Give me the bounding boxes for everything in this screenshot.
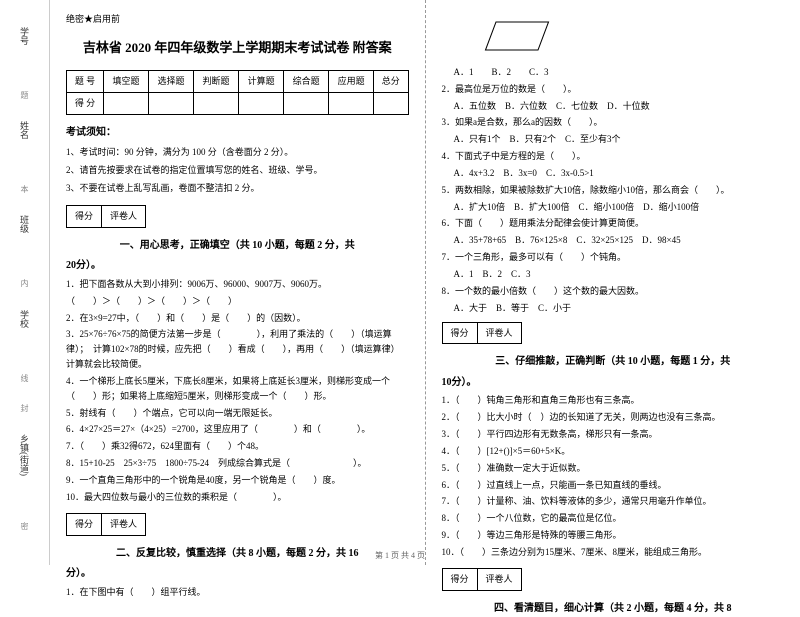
binding-label-banji: 班级 (18, 215, 31, 265)
notice-item: 2、请首先按要求在试卷的指定位置填写您的姓名、班级、学号。 (66, 163, 409, 178)
th: 题 号 (67, 71, 104, 93)
opts: A．只有1个 B．只有2个 C．至少有3个 (454, 132, 785, 147)
scorer-box: 得分 评卷人 (66, 513, 146, 536)
th: 应用题 (329, 71, 374, 93)
scorer-name: 评卷人 (478, 323, 521, 344)
scorer-score: 得分 (443, 323, 478, 344)
q: 8．15+10-25 25×3÷75 1800÷75-24 列成综合算式是（ ）… (66, 456, 409, 471)
td (239, 93, 284, 115)
th: 填空题 (104, 71, 149, 93)
binding-marker: 封 (19, 404, 30, 420)
opts: A．扩大10倍 B．扩大100倍 C．缩小100倍 D．缩小100倍 (454, 200, 785, 215)
page-footer: 第 1 页 共 4 页 (0, 550, 800, 561)
scorer-score: 得分 (67, 206, 102, 227)
td (149, 93, 194, 115)
section-1-title: 一、用心思考，正确填空（共 10 小题，每题 2 分，共 (66, 238, 409, 255)
opts: A．大于 B．等于 C．小于 (454, 301, 785, 316)
q: 4．下面式子中是方程的是（ ）。 (442, 149, 785, 164)
q: 7．（ ）计量称、油、饮料等液体的多少，通常只用毫升作单位。 (442, 494, 785, 509)
q: 1．在下图中有（ ）组平行线。 (66, 585, 409, 600)
q: 1．（ ）钝角三角形和直角三角形也有三条高。 (442, 393, 785, 408)
binding-marker: 线 (19, 374, 30, 390)
section-3-title: 三、仔细推敲，正确判断（共 10 小题，每题 1 分，共 (442, 354, 785, 371)
td (104, 93, 149, 115)
binding-label-xiangzhen: 乡镇(街道) (18, 434, 31, 508)
binding-label-xuexiao: 学校 (18, 310, 31, 360)
section-1-cont: 20分）。 (66, 258, 409, 275)
q: 6．（ ）过直线上一点，只能画一条已知直线的垂线。 (442, 478, 785, 493)
opts: A．1 B．2 C．3 (454, 267, 785, 282)
opts: A．35+78+65 B．76×125×8 C．32×25×125 D．98×4… (454, 233, 785, 248)
exam-page: 学号 题 姓名 本 班级 内 学校 线 封 乡镇(街道) 密 绝密★启用前 吉林… (0, 0, 800, 565)
q: （ ）＞（ ）＞（ ）＞（ ） (66, 294, 409, 309)
binding-marker: 本 (19, 185, 30, 201)
q: 7．一个三角形，最多可以有（ ）个钝角。 (442, 250, 785, 265)
binding-marker: 题 (19, 91, 30, 107)
q: 9．一个直角三角形中的一个锐角是40度，另一个锐角是（ ）度。 (66, 473, 409, 488)
q: 2．最高位是万位的数是（ ）。 (442, 82, 785, 97)
q: 9．（ ）等边三角形是特殊的等腰三角形。 (442, 528, 785, 543)
q: 4．一个梯形上底长5厘米，下底长8厘米，如果将上底延长3厘米，则梯形变成一个（ … (66, 374, 409, 404)
th: 计算题 (239, 71, 284, 93)
section-2-cont: 分）。 (66, 566, 409, 583)
q: 3．（ ）平行四边形有无数条高，梯形只有一条高。 (442, 427, 785, 442)
th: 综合题 (284, 71, 329, 93)
td (329, 93, 374, 115)
q: 6．下面（ ）题用乘法分配律会使计算更简便。 (442, 216, 785, 231)
q: 4．（ ）[12+()]×5＝60+5×K。 (442, 444, 785, 459)
binding-label-xuehao: 学号 (18, 27, 31, 77)
content-area: 绝密★启用前 吉林省 2020 年四年级数学上学期期末考试试卷 附答案 题 号 … (50, 0, 800, 565)
binding-label-xingming: 姓名 (18, 121, 31, 171)
q: 5．（ ）准确数一定大于近似数。 (442, 461, 785, 476)
scorer-name: 评卷人 (478, 569, 521, 590)
td (284, 93, 329, 115)
scorer-box: 得分 评卷人 (442, 568, 522, 591)
scorer-score: 得分 (67, 514, 102, 535)
q: 5．两数相除，如果被除数扩大10倍，除数缩小10倍，那么商会（ ）。 (442, 183, 785, 198)
q: 1．把下面各数从大到小排列：9006万、96000、9007万、9060万。 (66, 277, 409, 292)
right-column: A．1 B．2 C．3 2．最高位是万位的数是（ ）。 A．五位数 B．六位数 … (426, 0, 800, 565)
parallelogram-figure (482, 16, 552, 56)
notice-title: 考试须知： (66, 125, 409, 142)
notice-item: 1、考试时间：90 分钟，满分为 100 分（含卷面分 2 分）。 (66, 145, 409, 160)
th: 选择题 (149, 71, 194, 93)
q: 2．在3×9=27中，（ ）和（ ）是（ ）的（因数）。 (66, 311, 409, 326)
section-4-title: 四、看清题目，细心计算（共 2 小题，每题 4 分，共 8 (442, 601, 785, 617)
left-column: 绝密★启用前 吉林省 2020 年四年级数学上学期期末考试试卷 附答案 题 号 … (50, 0, 426, 565)
scorer-score: 得分 (443, 569, 478, 590)
scorer-box: 得分 评卷人 (442, 322, 522, 345)
exam-title: 吉林省 2020 年四年级数学上学期期末考试试卷 附答案 (66, 37, 409, 58)
td (374, 93, 408, 115)
section-3-cont: 10分）。 (442, 375, 785, 392)
binding-column: 学号 题 姓名 本 班级 内 学校 线 封 乡镇(街道) 密 (0, 0, 50, 565)
opts: A．1 B．2 C．3 (454, 65, 785, 80)
q: 6．4×27×25＝27×（4×25）=2700，这里应用了（ ）和（ ）。 (66, 422, 409, 437)
opts: A．4x+3.2 B．3x=0 C．3x-0.5>1 (454, 166, 785, 181)
score-table: 题 号 填空题 选择题 判断题 计算题 综合题 应用题 总分 得 分 (66, 70, 409, 115)
scorer-box: 得分 评卷人 (66, 205, 146, 228)
q: 8．（ ）一个八位数，它的最高位是亿位。 (442, 511, 785, 526)
q: 8．一个数的最小倍数（ ）这个数的最大因数。 (442, 284, 785, 299)
q: 7．（ ）乘32得672，624里面有（ ）个48。 (66, 439, 409, 454)
td: 得 分 (67, 93, 104, 115)
scorer-name: 评卷人 (102, 206, 145, 227)
notice-item: 3、不要在试卷上乱写乱画，卷面不整洁扣 2 分。 (66, 181, 409, 196)
secret-label: 绝密★启用前 (66, 12, 409, 27)
td (194, 93, 239, 115)
q: 5．射线有（ ）个端点，它可以向一端无限延长。 (66, 406, 409, 421)
binding-marker: 内 (19, 279, 30, 295)
q: 10．最大四位数与最小的三位数的乘积是（ ）。 (66, 490, 409, 505)
q: 3．25×76÷76×75的简便方法第一步是（ ），利用了乘法的（ ）（填运算律… (66, 327, 409, 372)
binding-marker: 密 (19, 522, 30, 538)
q: 3．如果a是合数，那么a的因数（ ）。 (442, 115, 785, 130)
th: 总分 (374, 71, 408, 93)
scorer-name: 评卷人 (102, 514, 145, 535)
th: 判断题 (194, 71, 239, 93)
opts: A．五位数 B．六位数 C．七位数 D．十位数 (454, 99, 785, 114)
q: 2．（ ）比大小时（ ）边的长知道了无关，则两边也没有三条高。 (442, 410, 785, 425)
